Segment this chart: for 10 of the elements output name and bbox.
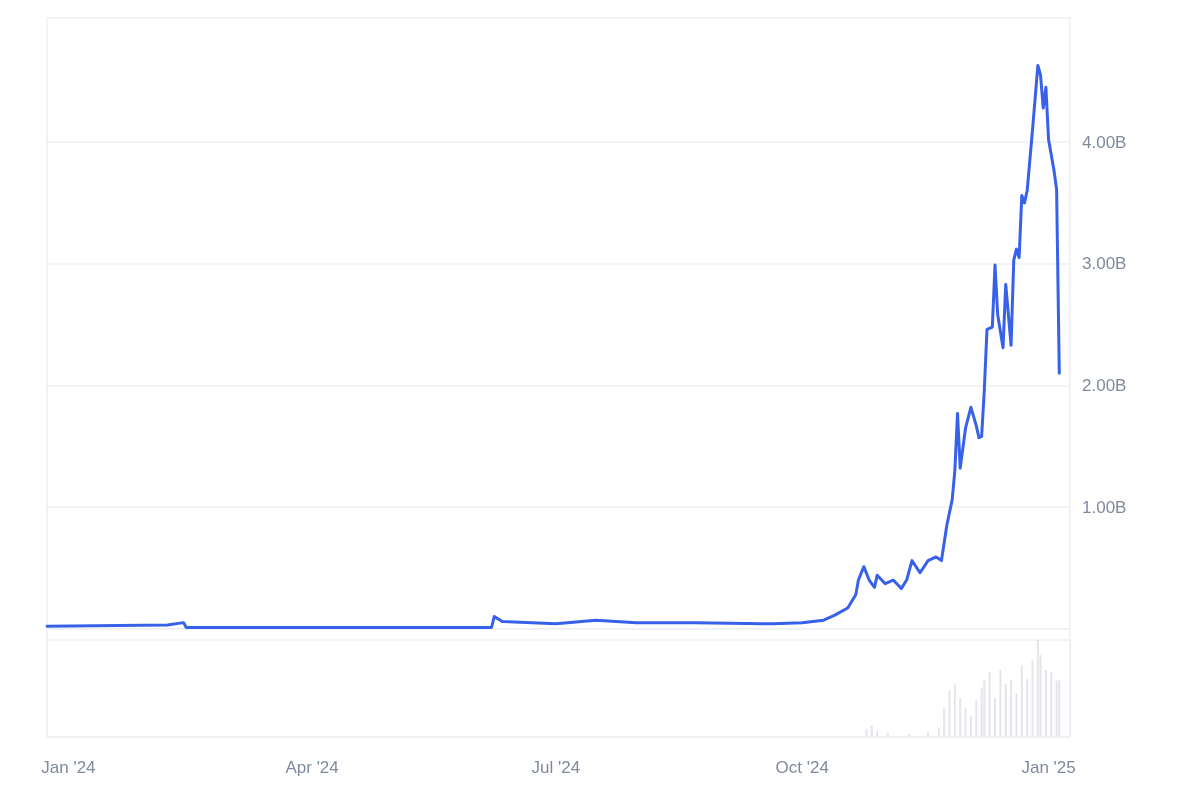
- x-tick-label: Oct '24: [775, 758, 829, 777]
- line-series: [45, 63, 1061, 630]
- x-tick-label: Jan '25: [1021, 758, 1076, 777]
- y-tick-label: 1.00B: [1082, 497, 1127, 517]
- y-tick-label: 4.00B: [1082, 132, 1127, 152]
- x-tick-label: Jul '24: [531, 758, 581, 777]
- x-tick-label: Jan '24: [41, 758, 96, 777]
- y-tick-label: 2.00B: [1082, 375, 1127, 395]
- x-tick-label: Apr '24: [285, 758, 339, 777]
- y-tick-label: 3.00B: [1082, 254, 1127, 274]
